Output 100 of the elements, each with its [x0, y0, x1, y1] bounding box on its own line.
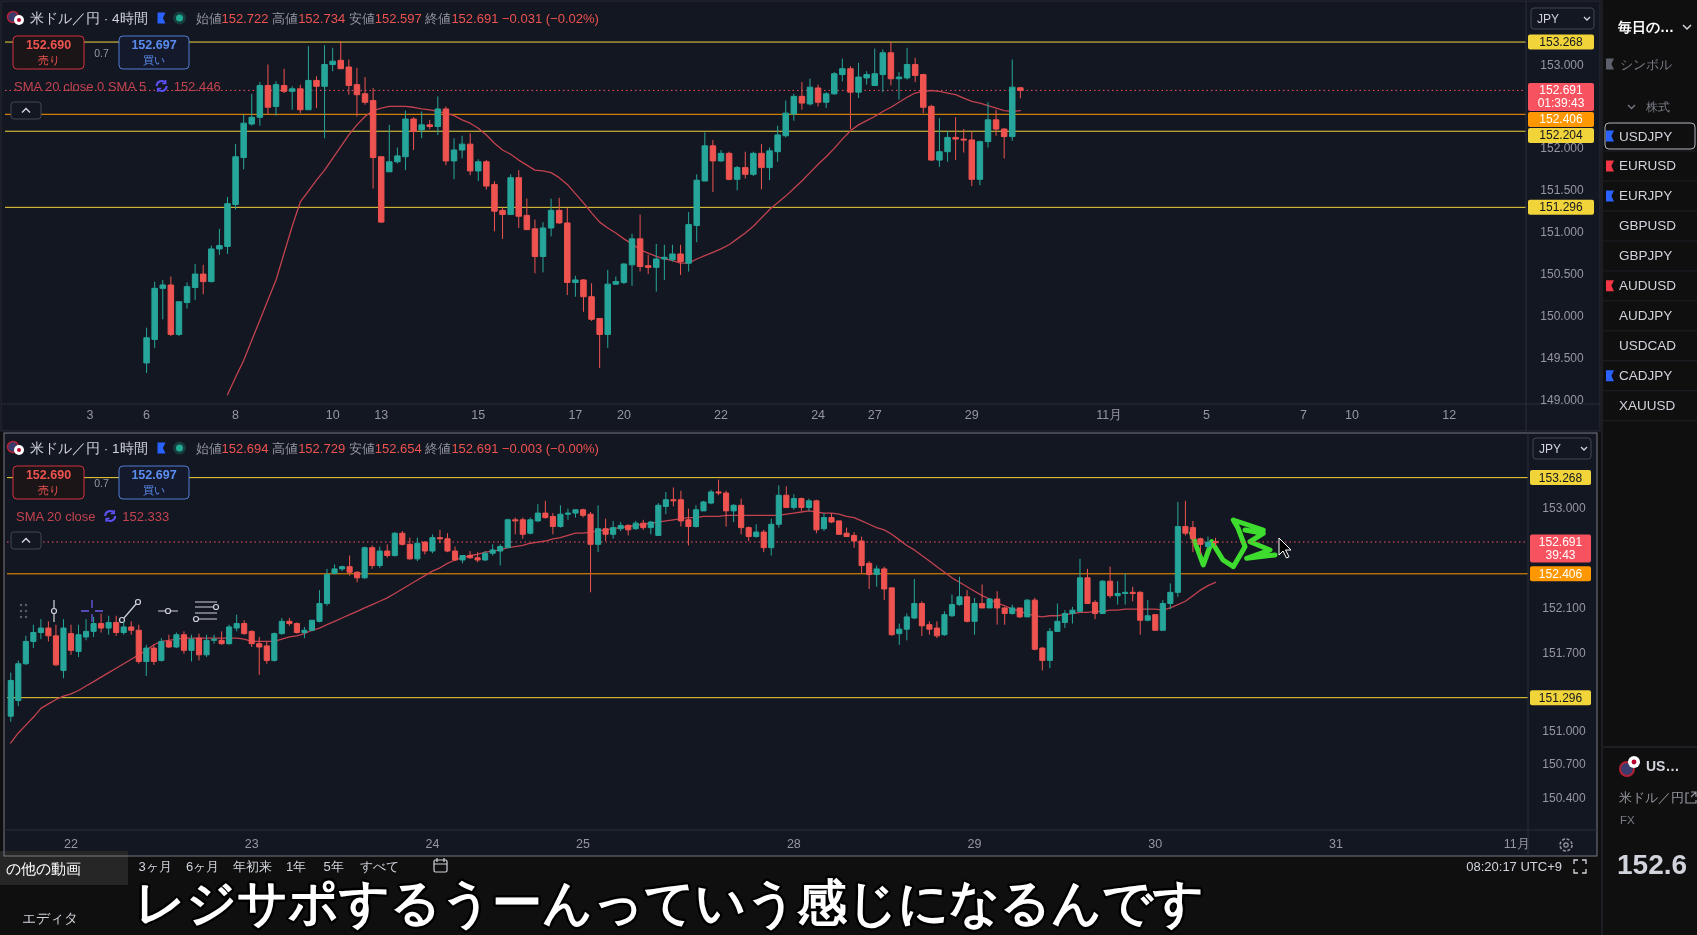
candlestick [750, 151, 757, 177]
text: GBPUSD [1619, 218, 1677, 234]
candlestick [887, 41, 895, 86]
candlestick [820, 512, 828, 532]
candlestick [165, 634, 172, 649]
x-tick-label: 12 [1442, 408, 1457, 422]
text: AUDJPY [1619, 308, 1673, 324]
ref-line-label: 152.406 [1539, 112, 1584, 127]
candlestick [895, 71, 903, 101]
y-tick-label: 150.700 [1542, 757, 1587, 772]
candlestick [288, 85, 296, 111]
x-tick-label: 24 [425, 837, 440, 851]
y-tick-label: 151.000 [1542, 723, 1587, 738]
candlestick [805, 498, 812, 512]
candlestick [992, 109, 1000, 137]
annotation: 0.7 [94, 476, 109, 489]
annotation: 152.697 [131, 468, 177, 482]
candlestick [105, 615, 112, 636]
candlestick [798, 81, 806, 111]
candlestick [313, 75, 320, 109]
candlestick [183, 281, 191, 309]
candlestick [1099, 579, 1106, 615]
candlestick [1009, 604, 1016, 616]
candlestick [531, 219, 539, 274]
x-tick-label: 8 [232, 408, 240, 422]
candlestick [418, 110, 425, 139]
text: EURJPY [1619, 188, 1673, 204]
text: 6ヶ月 [186, 858, 220, 874]
y-tick-label: 150.000 [1540, 308, 1585, 323]
text: USDJPY [1619, 128, 1673, 144]
x-tick-label: 10 [325, 408, 340, 422]
candlestick [753, 523, 760, 539]
candlestick [572, 275, 579, 298]
candlestick [158, 637, 165, 663]
x-tick-label: 13 [374, 408, 389, 422]
candlestick [150, 644, 157, 666]
candlestick [783, 485, 790, 509]
candlestick [188, 634, 195, 663]
candlestick [504, 518, 511, 549]
y-tick-label: 153.000 [1540, 57, 1585, 72]
candlestick [1204, 536, 1212, 550]
x-tick-label: 15 [471, 408, 486, 422]
text: すべて [360, 858, 400, 874]
candlestick [143, 644, 150, 677]
x-tick-label: 29 [967, 837, 982, 851]
text: JPY [1537, 11, 1560, 26]
text: USDCAD [1619, 338, 1677, 354]
y-tick-label: 152.000 [1540, 141, 1585, 156]
candlestick [442, 105, 450, 166]
text: の他の動画 [6, 859, 81, 877]
x-tick-label: 10 [1345, 408, 1360, 422]
candlestick [1144, 599, 1151, 622]
text: 3ヶ月 [138, 858, 172, 874]
text: XAUUSD [1619, 398, 1676, 414]
y-tick-label: 151.500 [1540, 183, 1585, 198]
ref-line-label: 151.296 [1538, 690, 1583, 705]
text: SMA 20 close 0 SMA 5 [14, 78, 147, 94]
candlestick [1016, 607, 1023, 619]
y-tick-label: 153.000 [1542, 500, 1587, 515]
candlestick [1152, 614, 1159, 631]
candlestick [264, 64, 272, 116]
x-tick-label: 20 [616, 408, 631, 422]
ref-line-label: 153.268 [1539, 35, 1584, 50]
text: JPY [1539, 441, 1562, 456]
candlestick [67, 624, 75, 656]
x-tick-label: 11月 [1096, 408, 1123, 422]
candlestick [113, 615, 120, 637]
candlestick [458, 135, 466, 159]
candlestick [790, 493, 797, 511]
candlestick [1212, 537, 1219, 547]
candlestick [167, 276, 175, 337]
y-tick-label: 151.000 [1540, 225, 1585, 240]
candlestick [602, 518, 609, 542]
candlestick [979, 584, 986, 609]
text: 152.6 [1617, 848, 1688, 880]
candlestick [539, 221, 547, 273]
text: AUDUSD [1619, 278, 1677, 294]
text: 年初来 [233, 858, 272, 874]
candlestick [677, 244, 684, 276]
text: 08:20:17 UTC+9 [1466, 858, 1562, 874]
candlestick [218, 630, 225, 646]
annotation: 152.690 [25, 468, 72, 482]
text: 始値152.722 高値152.734 安値152.597 終値152.691 −0.031 (−0.02%) [195, 10, 599, 26]
annotation: 買い [143, 484, 165, 496]
candlestick [620, 262, 628, 285]
candlestick [709, 139, 717, 193]
text: 米ドル／円 [1619, 791, 1684, 805]
x-tick-label: 24 [811, 408, 826, 422]
candlestick [628, 233, 636, 287]
x-tick-label: 22 [714, 408, 728, 422]
candlestick [888, 587, 895, 637]
y-tick-label: 150.500 [1540, 267, 1585, 282]
text: US… [1646, 758, 1680, 774]
annotation: 0.7 [94, 46, 109, 59]
annotation: 売り [37, 484, 60, 496]
ref-line-label: 152.691 [1538, 535, 1583, 550]
x-tick-label: 17 [568, 408, 583, 422]
candlestick [1000, 127, 1008, 159]
candlestick [410, 116, 417, 151]
candlestick [881, 566, 888, 601]
